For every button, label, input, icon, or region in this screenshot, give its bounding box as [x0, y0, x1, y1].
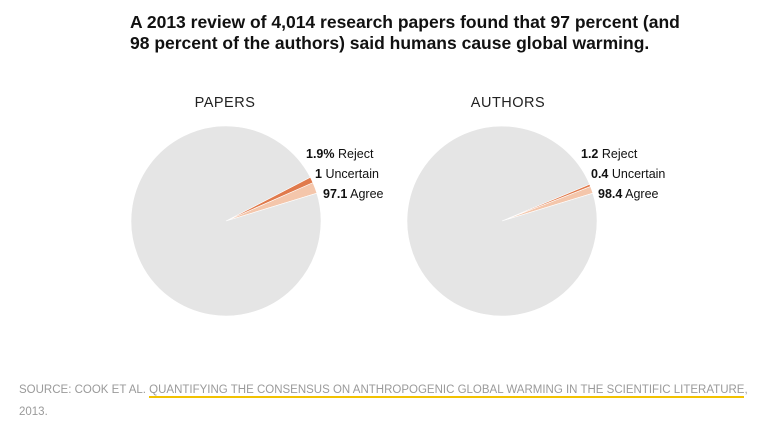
authors-agree-value: 98.4: [598, 187, 622, 201]
authors-reject-value: 1.2: [581, 147, 598, 161]
papers-agree-name: Agree: [350, 187, 383, 201]
authors-chart-heading: AUTHORS: [471, 95, 545, 111]
papers-agree-value: 97.1: [323, 187, 347, 201]
authors-reject-name: Reject: [602, 147, 638, 161]
papers-reject-name: Reject: [338, 147, 374, 161]
authors-reject-label: 1.2 Reject: [581, 147, 638, 161]
authors-labels: 1.2 Reject 0.4 Uncertain 98.4 Agree: [581, 147, 665, 201]
papers-labels: 1.9% Reject 1 Uncertain 97.1 Agree: [306, 147, 384, 201]
papers-reject-label: 1.9% Reject: [306, 147, 374, 161]
papers-slice-agree: [130, 125, 322, 317]
authors-uncertain-label: 0.4 Uncertain: [591, 167, 665, 181]
papers-chart-heading: PAPERS: [195, 95, 256, 111]
papers-pie-chart: PAPERS 1.9% Reject 1 Uncertain 97.1 Agre…: [130, 95, 384, 317]
source-link[interactable]: Quantifying the consensus on anthropogen…: [149, 384, 745, 398]
authors-uncertain-name: Uncertain: [612, 167, 666, 181]
authors-agree-name: Agree: [625, 187, 658, 201]
authors-slices: [406, 125, 598, 317]
authors-uncertain-value: 0.4: [591, 167, 608, 181]
papers-uncertain-value: 1: [315, 167, 322, 181]
papers-uncertain-label: 1 Uncertain: [315, 167, 379, 181]
source-suffix: , 2013.: [19, 384, 748, 418]
chart-title: A 2013 review of 4,014 research papers f…: [130, 12, 680, 53]
papers-uncertain-name: Uncertain: [325, 167, 379, 181]
source-prefix: Source: Cook et al.: [19, 384, 146, 396]
authors-agree-label: 98.4 Agree: [598, 187, 659, 201]
papers-slices: [130, 125, 322, 317]
source-note: Source: Cook et al. Quantifying the cons…: [19, 379, 769, 423]
authors-slice-agree: [406, 125, 598, 317]
authors-pie-chart: AUTHORS 1.2 Reject 0.4 Uncertain 98.4 Ag…: [406, 95, 665, 317]
papers-reject-value: 1.9%: [306, 147, 335, 161]
pie-charts: PAPERS 1.9% Reject 1 Uncertain 97.1 Agre…: [130, 95, 665, 317]
papers-agree-label: 97.1 Agree: [323, 187, 384, 201]
